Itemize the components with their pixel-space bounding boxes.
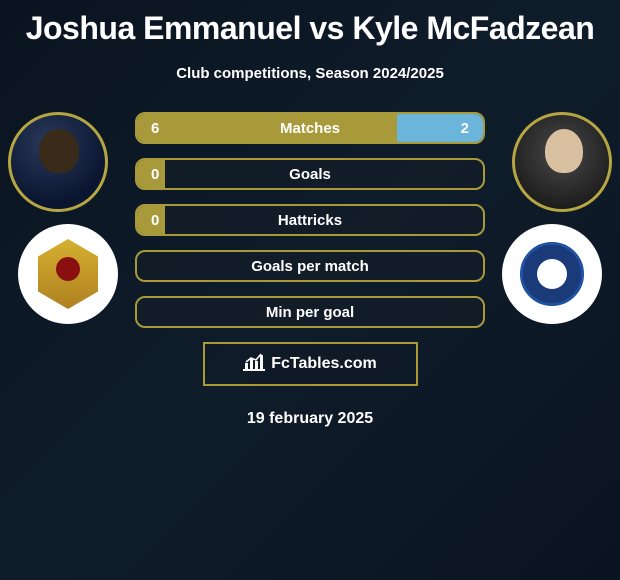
stat-label: Min per goal: [137, 304, 483, 321]
page-title: Joshua Emmanuel vs Kyle McFadzean: [0, 0, 620, 47]
stat-value-right: 2: [461, 120, 469, 137]
player1-club-badge: [18, 224, 118, 324]
stat-label: Goals: [137, 166, 483, 183]
stat-label: Goals per match: [137, 258, 483, 275]
subtitle: Club competitions, Season 2024/2025: [0, 65, 620, 82]
stat-row: 0 Hattricks: [135, 204, 485, 236]
brand-text: FcTables.com: [271, 355, 377, 373]
stat-row: 6 Matches 2: [135, 112, 485, 144]
comparison-panel: 6 Matches 2 0 Goals 0 Hattricks Goals pe…: [0, 112, 620, 428]
stat-row: 0 Goals: [135, 158, 485, 190]
stats-list: 6 Matches 2 0 Goals 0 Hattricks Goals pe…: [135, 112, 485, 328]
stat-label: Hattricks: [137, 212, 483, 229]
stat-row: Goals per match: [135, 250, 485, 282]
player2-avatar: [512, 112, 612, 212]
player2-club-badge: [502, 224, 602, 324]
stat-label: Matches: [137, 120, 483, 137]
date-label: 19 february 2025: [0, 410, 620, 428]
player1-avatar: [8, 112, 108, 212]
club-badge-icon: [520, 242, 584, 306]
chart-icon: [243, 353, 265, 376]
stat-row: Min per goal: [135, 296, 485, 328]
brand-box: FcTables.com: [203, 342, 418, 386]
club-badge-icon: [38, 239, 98, 309]
